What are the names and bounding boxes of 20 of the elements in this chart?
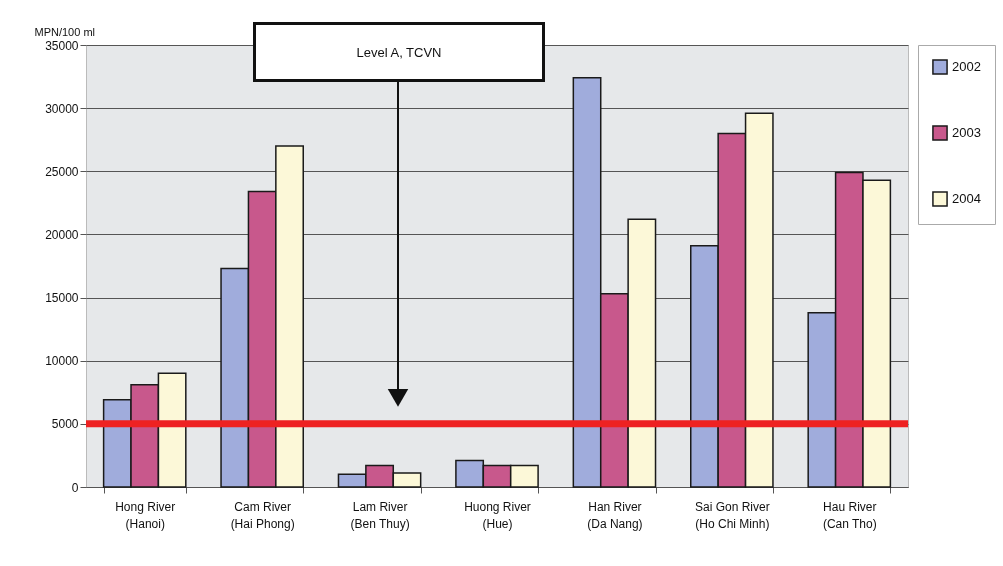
y-tick-label: 20000	[45, 227, 79, 242]
y-axis-title: MPN/100 ml	[34, 25, 96, 38]
x-tick-label: Han River (Da Nang)	[587, 499, 643, 531]
legend-label: 2004	[952, 191, 981, 206]
y-tick-label: 10000	[45, 354, 79, 369]
y-tick-label: 35000	[45, 38, 79, 53]
x-tick-label: Cam River (Hai Phong)	[230, 499, 295, 531]
x-tick-label: Huong River (Hue)	[464, 499, 531, 531]
legend-label: 2003	[952, 125, 981, 140]
y-tick-label: 5000	[51, 417, 79, 432]
x-tick-label: Hau River (Can Tho)	[822, 499, 877, 531]
y-tick-label: 0	[71, 480, 79, 495]
x-tick-label: Hong River (Hanoi)	[115, 499, 176, 531]
x-tick-label: Sai Gon River (Ho Chi Minh)	[695, 499, 770, 531]
y-tick-label: 25000	[45, 164, 79, 179]
legend-label: 2002	[952, 59, 981, 74]
y-tick-label: 15000	[45, 291, 79, 306]
x-tick-label: Lam River (Ben Thuy)	[350, 499, 410, 531]
callout-box: Level A, TCVN	[253, 22, 545, 82]
y-tick-label: 30000	[45, 101, 79, 116]
